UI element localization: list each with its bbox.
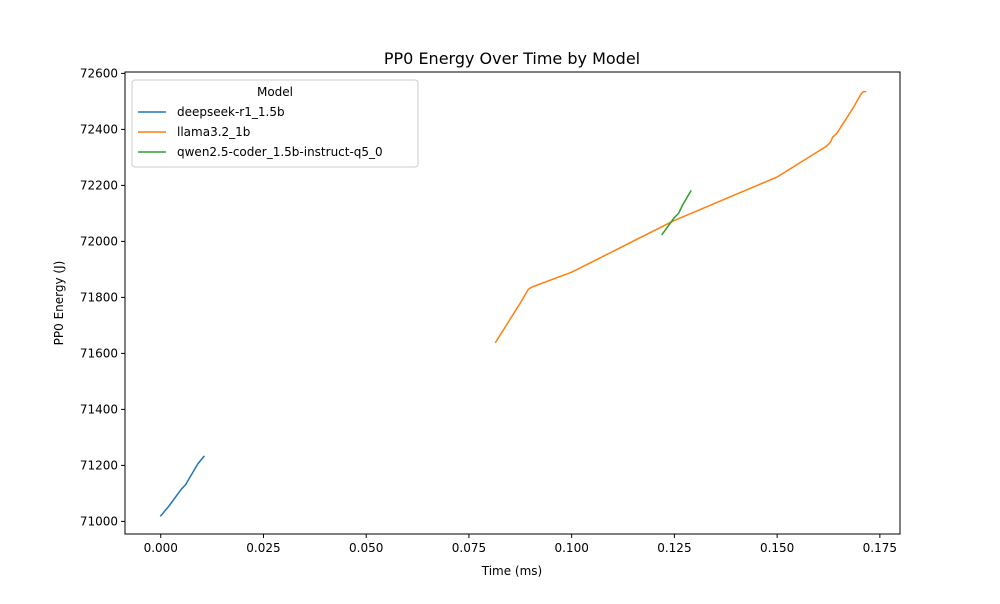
legend-label: llama3.2_1b (177, 125, 250, 139)
legend-label: qwen2.5-coder_1.5b-instruct-q5_0 (177, 145, 383, 159)
x-tick-label: 0.100 (554, 541, 588, 555)
legend[interactable]: Model deepseek-r1_1.5b llama3.2_1b qwen2.5… (131, 79, 419, 168)
y-tick-label: 72400 (80, 122, 118, 136)
x-axis-label: Time (ms) (481, 564, 543, 578)
legend-label: deepseek-r1_1.5b (177, 105, 285, 119)
legend-item[interactable]: deepseek-r1_1.5b (138, 105, 285, 119)
legend-frame (131, 79, 419, 168)
x-tick-label: 0.025 (246, 541, 280, 555)
series-line-2 (494, 90, 867, 344)
y-tick-label: 71400 (80, 402, 118, 416)
x-tick-label: 0.150 (760, 541, 794, 555)
x-tick-label: 0.050 (349, 541, 383, 555)
series-line-3 (661, 189, 692, 236)
legend-item[interactable]: llama3.2_1b (138, 125, 250, 139)
x-tick-label: 0.000 (144, 541, 178, 555)
x-tick-label: 0.175 (863, 541, 897, 555)
chart-title: PP0 Energy Over Time by Model (384, 49, 640, 68)
y-axis-label: PP0 Energy (J) (52, 261, 66, 346)
legend-title: Model (257, 85, 293, 99)
y-tick-label: 72600 (80, 66, 118, 80)
y-tick-label: 71000 (80, 514, 118, 528)
x-tick-label: 0.125 (657, 541, 691, 555)
series-line-1 (159, 455, 205, 517)
y-tick-label: 71200 (80, 458, 118, 472)
plot-area-frame (124, 71, 901, 535)
y-tick-label: 72200 (80, 178, 118, 192)
legend-item[interactable]: qwen2.5-coder_1.5b-instruct-q5_0 (138, 145, 383, 159)
y-tick-label: 72000 (80, 234, 118, 248)
y-tick-label: 71600 (80, 346, 118, 360)
x-tick-label: 0.075 (452, 541, 486, 555)
y-tick-label: 71800 (80, 290, 118, 304)
